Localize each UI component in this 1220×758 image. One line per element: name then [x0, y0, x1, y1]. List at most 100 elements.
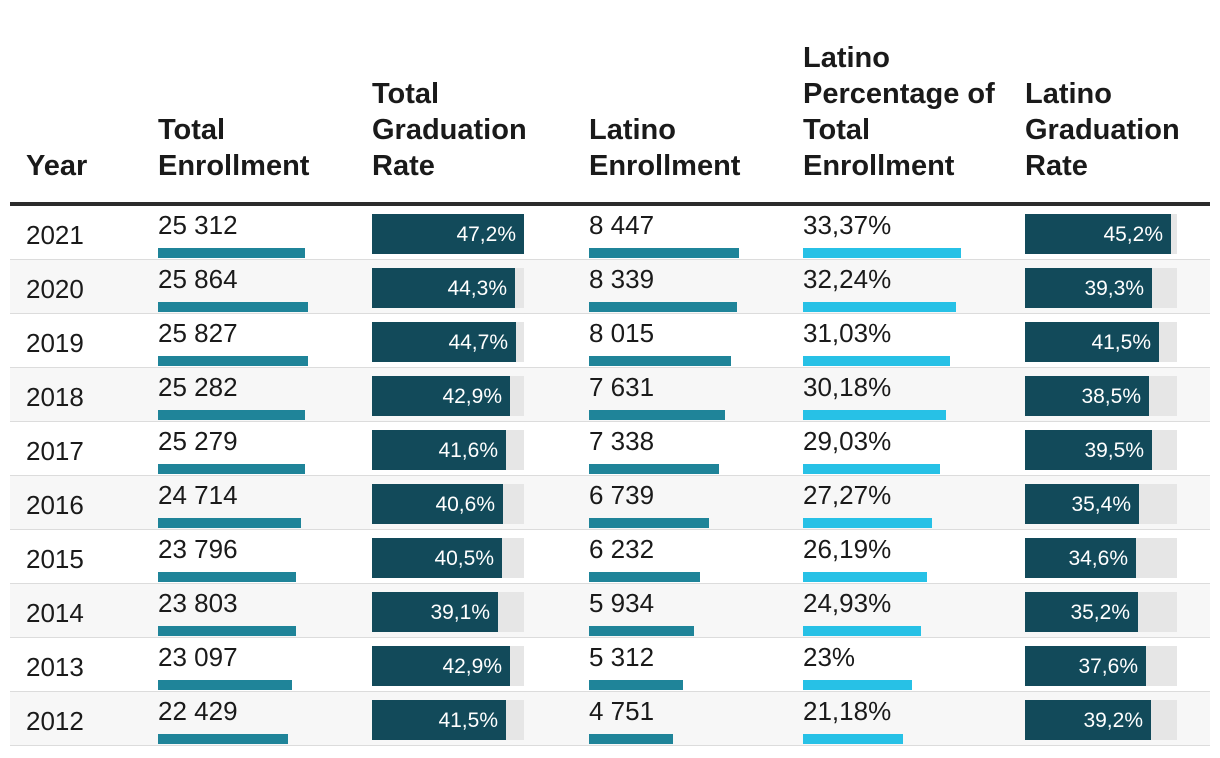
latino-percentage-value: 32,24% — [803, 264, 892, 294]
latino-enrollment-bar — [589, 626, 694, 636]
total-graduation-rate-bar-label: 40,5% — [434, 547, 494, 570]
latino-graduation-rate-bar-fill: 39,3% — [1025, 268, 1152, 308]
latino-graduation-rate-bar-fill: 35,2% — [1025, 592, 1138, 632]
latino-graduation-rate-bar-label: 39,3% — [1084, 277, 1144, 300]
latino-percentage-bar — [803, 734, 903, 744]
latino-percentage-value: 29,03% — [803, 426, 892, 456]
latino-graduation-rate-bar-label: 41,5% — [1091, 331, 1151, 354]
total-graduation-rate-bar-fill: 41,6% — [372, 430, 506, 470]
latino-percentage-value: 31,03% — [803, 318, 892, 348]
latino-graduation-rate-bar-label: 45,2% — [1103, 223, 1163, 246]
latino-graduation-rate-bar-track: 39,2% — [1025, 700, 1177, 740]
header-latino-graduation-rate: Latino Graduation Rate — [1025, 78, 1180, 182]
latino-percentage-value: 33,37% — [803, 210, 892, 240]
latino-percentage-bar — [803, 518, 932, 528]
latino-graduation-rate-bar-track: 41,5% — [1025, 322, 1177, 362]
total-graduation-rate-bar-track: 44,7% — [372, 322, 524, 362]
latino-percentage-value: 23% — [803, 642, 856, 672]
total-enrollment-value: 25 827 — [158, 318, 238, 348]
latino-enrollment-value: 7 338 — [589, 426, 655, 456]
total-graduation-rate-bar-label: 41,5% — [438, 709, 498, 732]
latino-percentage-bar — [803, 302, 956, 312]
total-graduation-rate-bar-label: 40,6% — [435, 493, 495, 516]
latino-enrollment-bar — [589, 356, 731, 366]
latino-percentage-bar — [803, 248, 961, 258]
latino-enrollment-bar — [589, 680, 683, 690]
total-graduation-rate-bar-fill: 41,5% — [372, 700, 506, 740]
total-graduation-rate-bar-fill: 40,6% — [372, 484, 503, 524]
latino-graduation-rate-bar-fill: 34,6% — [1025, 538, 1136, 578]
total-enrollment-bar — [158, 464, 305, 474]
latino-graduation-rate-bar-label: 39,5% — [1084, 439, 1144, 462]
table-row: 2020 25 864 44,3% 8 339 32,24% 39,3% — [10, 260, 1210, 314]
total-enrollment-bar — [158, 518, 301, 528]
total-graduation-rate-bar-fill: 40,5% — [372, 538, 502, 578]
table-row: 2018 25 282 42,9% 7 631 30,18% 38,5% — [10, 368, 1210, 422]
total-enrollment-bar — [158, 734, 288, 744]
latino-percentage-bar — [803, 626, 921, 636]
total-graduation-rate-bar-fill: 42,9% — [372, 646, 510, 686]
latino-enrollment-bar — [589, 464, 719, 474]
total-enrollment-bar — [158, 680, 292, 690]
year-cell: 2016 — [26, 490, 84, 520]
latino-percentage-value: 24,93% — [803, 588, 892, 618]
latino-graduation-rate-bar-fill: 45,2% — [1025, 214, 1171, 254]
latino-graduation-rate-bar-track: 34,6% — [1025, 538, 1177, 578]
total-enrollment-bar — [158, 356, 308, 366]
latino-percentage-value: 30,18% — [803, 372, 892, 402]
latino-enrollment-value: 8 015 — [589, 318, 655, 348]
year-cell: 2020 — [26, 274, 84, 304]
total-enrollment-bar — [158, 248, 305, 258]
latino-enrollment-value: 5 312 — [589, 642, 655, 672]
total-enrollment-value: 23 796 — [158, 534, 238, 564]
total-graduation-rate-bar-track: 41,6% — [372, 430, 524, 470]
year-cell: 2013 — [26, 652, 84, 682]
year-cell: 2017 — [26, 436, 84, 466]
latino-enrollment-bar — [589, 302, 737, 312]
total-graduation-rate-bar-track: 41,5% — [372, 700, 524, 740]
latino-enrollment-value: 4 751 — [589, 696, 655, 726]
total-graduation-rate-bar-fill: 44,7% — [372, 322, 516, 362]
latino-enrollment-value: 5 934 — [589, 588, 655, 618]
latino-percentage-value: 27,27% — [803, 480, 892, 510]
total-graduation-rate-bar-track: 39,1% — [372, 592, 524, 632]
latino-enrollment-bar — [589, 518, 709, 528]
latino-graduation-rate-bar-fill: 35,4% — [1025, 484, 1139, 524]
total-enrollment-bar — [158, 626, 296, 636]
latino-enrollment-value: 7 631 — [589, 372, 655, 402]
latino-graduation-rate-bar-fill: 37,6% — [1025, 646, 1146, 686]
latino-graduation-rate-bar-track: 35,2% — [1025, 592, 1177, 632]
total-graduation-rate-bar-label: 42,9% — [442, 385, 502, 408]
table-row: 2021 25 312 47,2% 8 447 33,37% 45,2% — [10, 206, 1210, 260]
table-row: 2012 22 429 41,5% 4 751 21,18% 39,2% — [10, 692, 1210, 746]
latino-graduation-rate-bar-fill: 41,5% — [1025, 322, 1159, 362]
table-row: 2013 23 097 42,9% 5 312 23% 37,6% — [10, 638, 1210, 692]
latino-percentage-bar — [803, 356, 950, 366]
year-cell: 2015 — [26, 544, 84, 574]
year-cell: 2018 — [26, 382, 84, 412]
year-cell: 2012 — [26, 706, 84, 736]
total-graduation-rate-bar-label: 39,1% — [430, 601, 490, 624]
year-cell: 2014 — [26, 598, 84, 628]
latino-graduation-rate-bar-label: 34,6% — [1068, 547, 1128, 570]
table-row: 2016 24 714 40,6% 6 739 27,27% 35,4% — [10, 476, 1210, 530]
table-row: 2015 23 796 40,5% 6 232 26,19% 34,6% — [10, 530, 1210, 584]
total-graduation-rate-bar-label: 42,9% — [442, 655, 502, 678]
latino-enrollment-bar — [589, 572, 700, 582]
latino-graduation-rate-bar-fill: 39,5% — [1025, 430, 1152, 470]
total-graduation-rate-bar-fill: 39,1% — [372, 592, 498, 632]
latino-graduation-rate-bar-label: 39,2% — [1083, 709, 1143, 732]
latino-percentage-bar — [803, 572, 927, 582]
header-latino-enrollment: Latino Enrollment — [589, 114, 741, 182]
latino-graduation-rate-bar-track: 39,5% — [1025, 430, 1177, 470]
total-graduation-rate-bar-track: 42,9% — [372, 376, 524, 416]
total-graduation-rate-bar-track: 44,3% — [372, 268, 524, 308]
table-row: 2019 25 827 44,7% 8 015 31,03% 41,5% — [10, 314, 1210, 368]
latino-percentage-bar — [803, 680, 912, 690]
total-graduation-rate-bar-track: 47,2% — [372, 214, 524, 254]
latino-graduation-rate-bar-track: 35,4% — [1025, 484, 1177, 524]
header-total-enrollment: Total Enrollment — [158, 114, 310, 182]
latino-percentage-bar — [803, 464, 940, 474]
latino-enrollment-value: 8 447 — [589, 210, 655, 240]
total-graduation-rate-bar-fill: 44,3% — [372, 268, 515, 308]
